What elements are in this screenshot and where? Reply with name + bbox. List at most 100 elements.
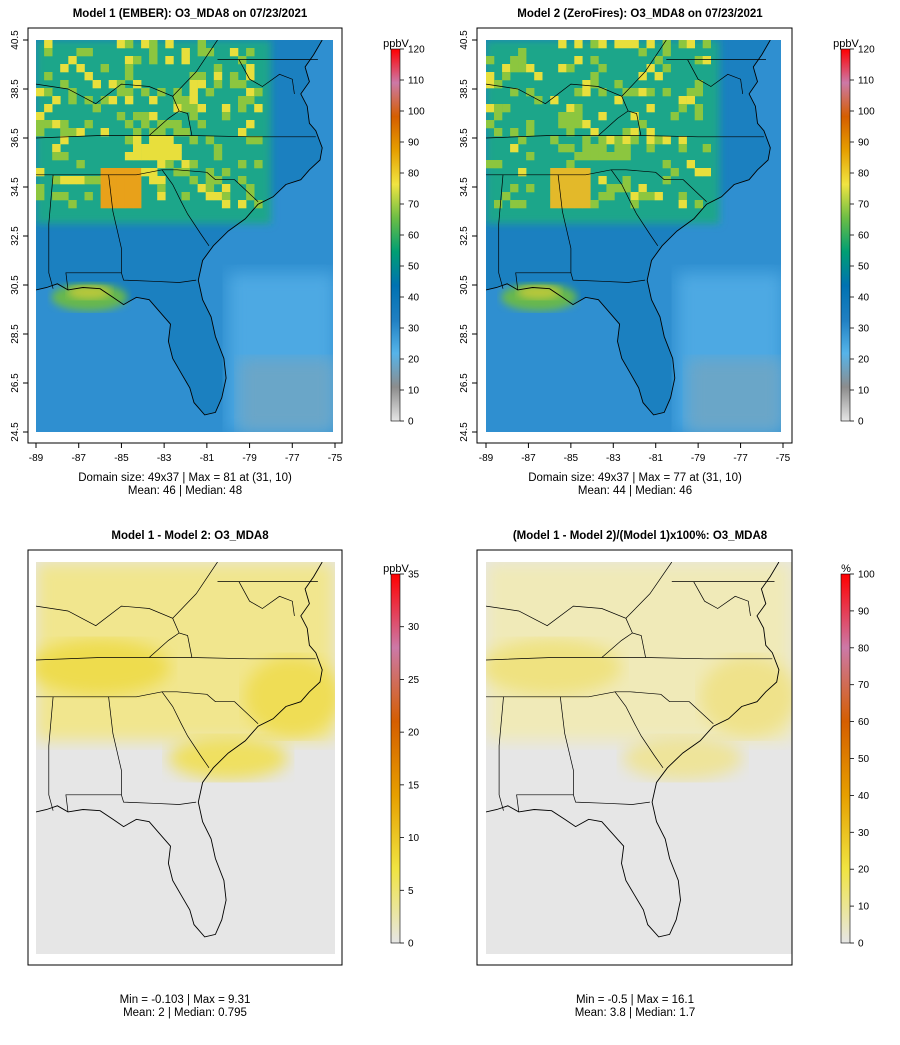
panel2-cell <box>582 80 591 89</box>
panel4-state-border <box>486 605 646 658</box>
panel2-state-border <box>598 110 629 136</box>
panel2-map <box>486 40 783 432</box>
panel1-cell <box>157 128 166 137</box>
panel1-cell <box>36 120 45 129</box>
panel2-cell <box>694 104 703 113</box>
panel1-cell <box>246 96 255 105</box>
panel2-cell <box>510 64 519 73</box>
panel1-cell <box>189 112 198 121</box>
panel3-state-border <box>65 696 122 812</box>
panel1-cell <box>238 128 247 137</box>
panel4-stats-line2: Mean: 3.8 | Median: 1.7 <box>574 1007 696 1019</box>
panel1-cell <box>133 112 142 121</box>
y-tick-label: 28.5 <box>10 324 21 344</box>
colorbar-tick-label: 60 <box>858 231 870 242</box>
panel1-cell <box>100 64 109 73</box>
y-tick-label: 32.5 <box>10 226 21 246</box>
panel1-cell <box>213 64 223 73</box>
panel1-cell <box>189 104 198 113</box>
panel2-cell <box>558 200 567 209</box>
panel1-cell <box>76 160 85 169</box>
y-tick-label: 26.5 <box>459 373 470 393</box>
panel1-cell <box>165 56 174 65</box>
panel2-cell <box>702 40 711 49</box>
panel2-cell <box>574 120 583 129</box>
colorbar3-bar <box>390 573 401 944</box>
panel1-cell <box>124 176 134 185</box>
panel1-cell <box>197 184 206 193</box>
panel2-cell <box>606 192 615 201</box>
panel1-cell <box>149 40 158 49</box>
panel4-nc-band <box>700 656 792 737</box>
map-layers <box>36 40 792 954</box>
panel1-cell <box>52 192 61 201</box>
panel1-edge <box>333 40 335 432</box>
y-tick-label: 30.5 <box>459 275 470 295</box>
panel2-cell <box>558 176 567 185</box>
panel1-cell <box>124 200 134 209</box>
x-tick-label: -85 <box>114 453 129 464</box>
colorbar-tick-label: 70 <box>858 200 870 211</box>
panel1-cell <box>44 104 53 113</box>
panel1-cell <box>84 192 93 201</box>
panel1-cell <box>116 112 126 121</box>
colorbar-tick-label: 90 <box>408 138 420 149</box>
panel1-cell <box>76 128 85 137</box>
x-tick-label: -79 <box>242 453 257 464</box>
panel1-state-border <box>65 174 122 290</box>
panel1-cell <box>133 80 142 89</box>
panel1-cell <box>238 160 247 169</box>
panel1-cell <box>116 88 126 97</box>
panel4-stats-line1: Min = -0.5 | Max = 16.1 <box>575 994 695 1006</box>
y-tick-label: 34.5 <box>10 177 21 197</box>
panel1-cell <box>254 104 263 113</box>
panel1-cell <box>92 176 101 185</box>
panel2-cell <box>566 168 575 177</box>
panel2-cell <box>670 168 679 177</box>
panel2-cell <box>662 64 671 73</box>
panel2-cell <box>558 168 567 177</box>
panel2-cell <box>566 64 575 73</box>
panel2-cell <box>574 176 583 185</box>
panel2-cell <box>558 184 567 193</box>
colorbar-tick-label: 90 <box>858 138 870 149</box>
x-tick-label: -89 <box>29 453 44 464</box>
panel4-state-border <box>693 581 751 616</box>
panel2-cell <box>686 88 695 97</box>
panel3-map <box>36 562 335 954</box>
panel2-cell <box>614 136 623 145</box>
panel2-cell <box>598 152 607 161</box>
panel1-cell <box>44 48 53 57</box>
panel1-cell <box>238 200 247 209</box>
panel1-state-border <box>121 272 197 283</box>
panel4-coastline <box>486 562 780 938</box>
panel1-cell <box>238 104 247 113</box>
panel1-cell <box>213 152 223 161</box>
panel1-cell <box>246 192 255 201</box>
panel1-cell <box>100 184 109 193</box>
panel1-cell <box>173 168 182 177</box>
panel1-cell <box>100 168 109 177</box>
panel1-cell <box>157 136 166 145</box>
panel1-cell <box>60 120 69 129</box>
panel1-cell <box>157 160 166 169</box>
x-tick-label: -75 <box>328 453 343 464</box>
panel2-cell <box>526 64 535 73</box>
panel1-cell <box>100 200 109 209</box>
colorbar-tick-label: 40 <box>858 293 870 304</box>
panel1-cell <box>165 40 174 49</box>
panel2-cell <box>502 104 511 113</box>
panel1-cell <box>221 104 231 113</box>
colorbar-tick-label: 30 <box>408 324 420 335</box>
panel2-cell <box>518 200 527 209</box>
panel2-cell <box>550 184 559 193</box>
panel1-cell <box>108 192 118 201</box>
panel2-cell <box>654 192 663 201</box>
panel1-cell <box>141 40 150 49</box>
panel1-cell <box>157 88 166 97</box>
panel1-cell <box>84 176 93 185</box>
panel3-nc-band <box>244 656 335 737</box>
panel4-south <box>486 799 792 954</box>
panel3-south <box>36 799 335 954</box>
panel1-cell <box>165 152 174 161</box>
